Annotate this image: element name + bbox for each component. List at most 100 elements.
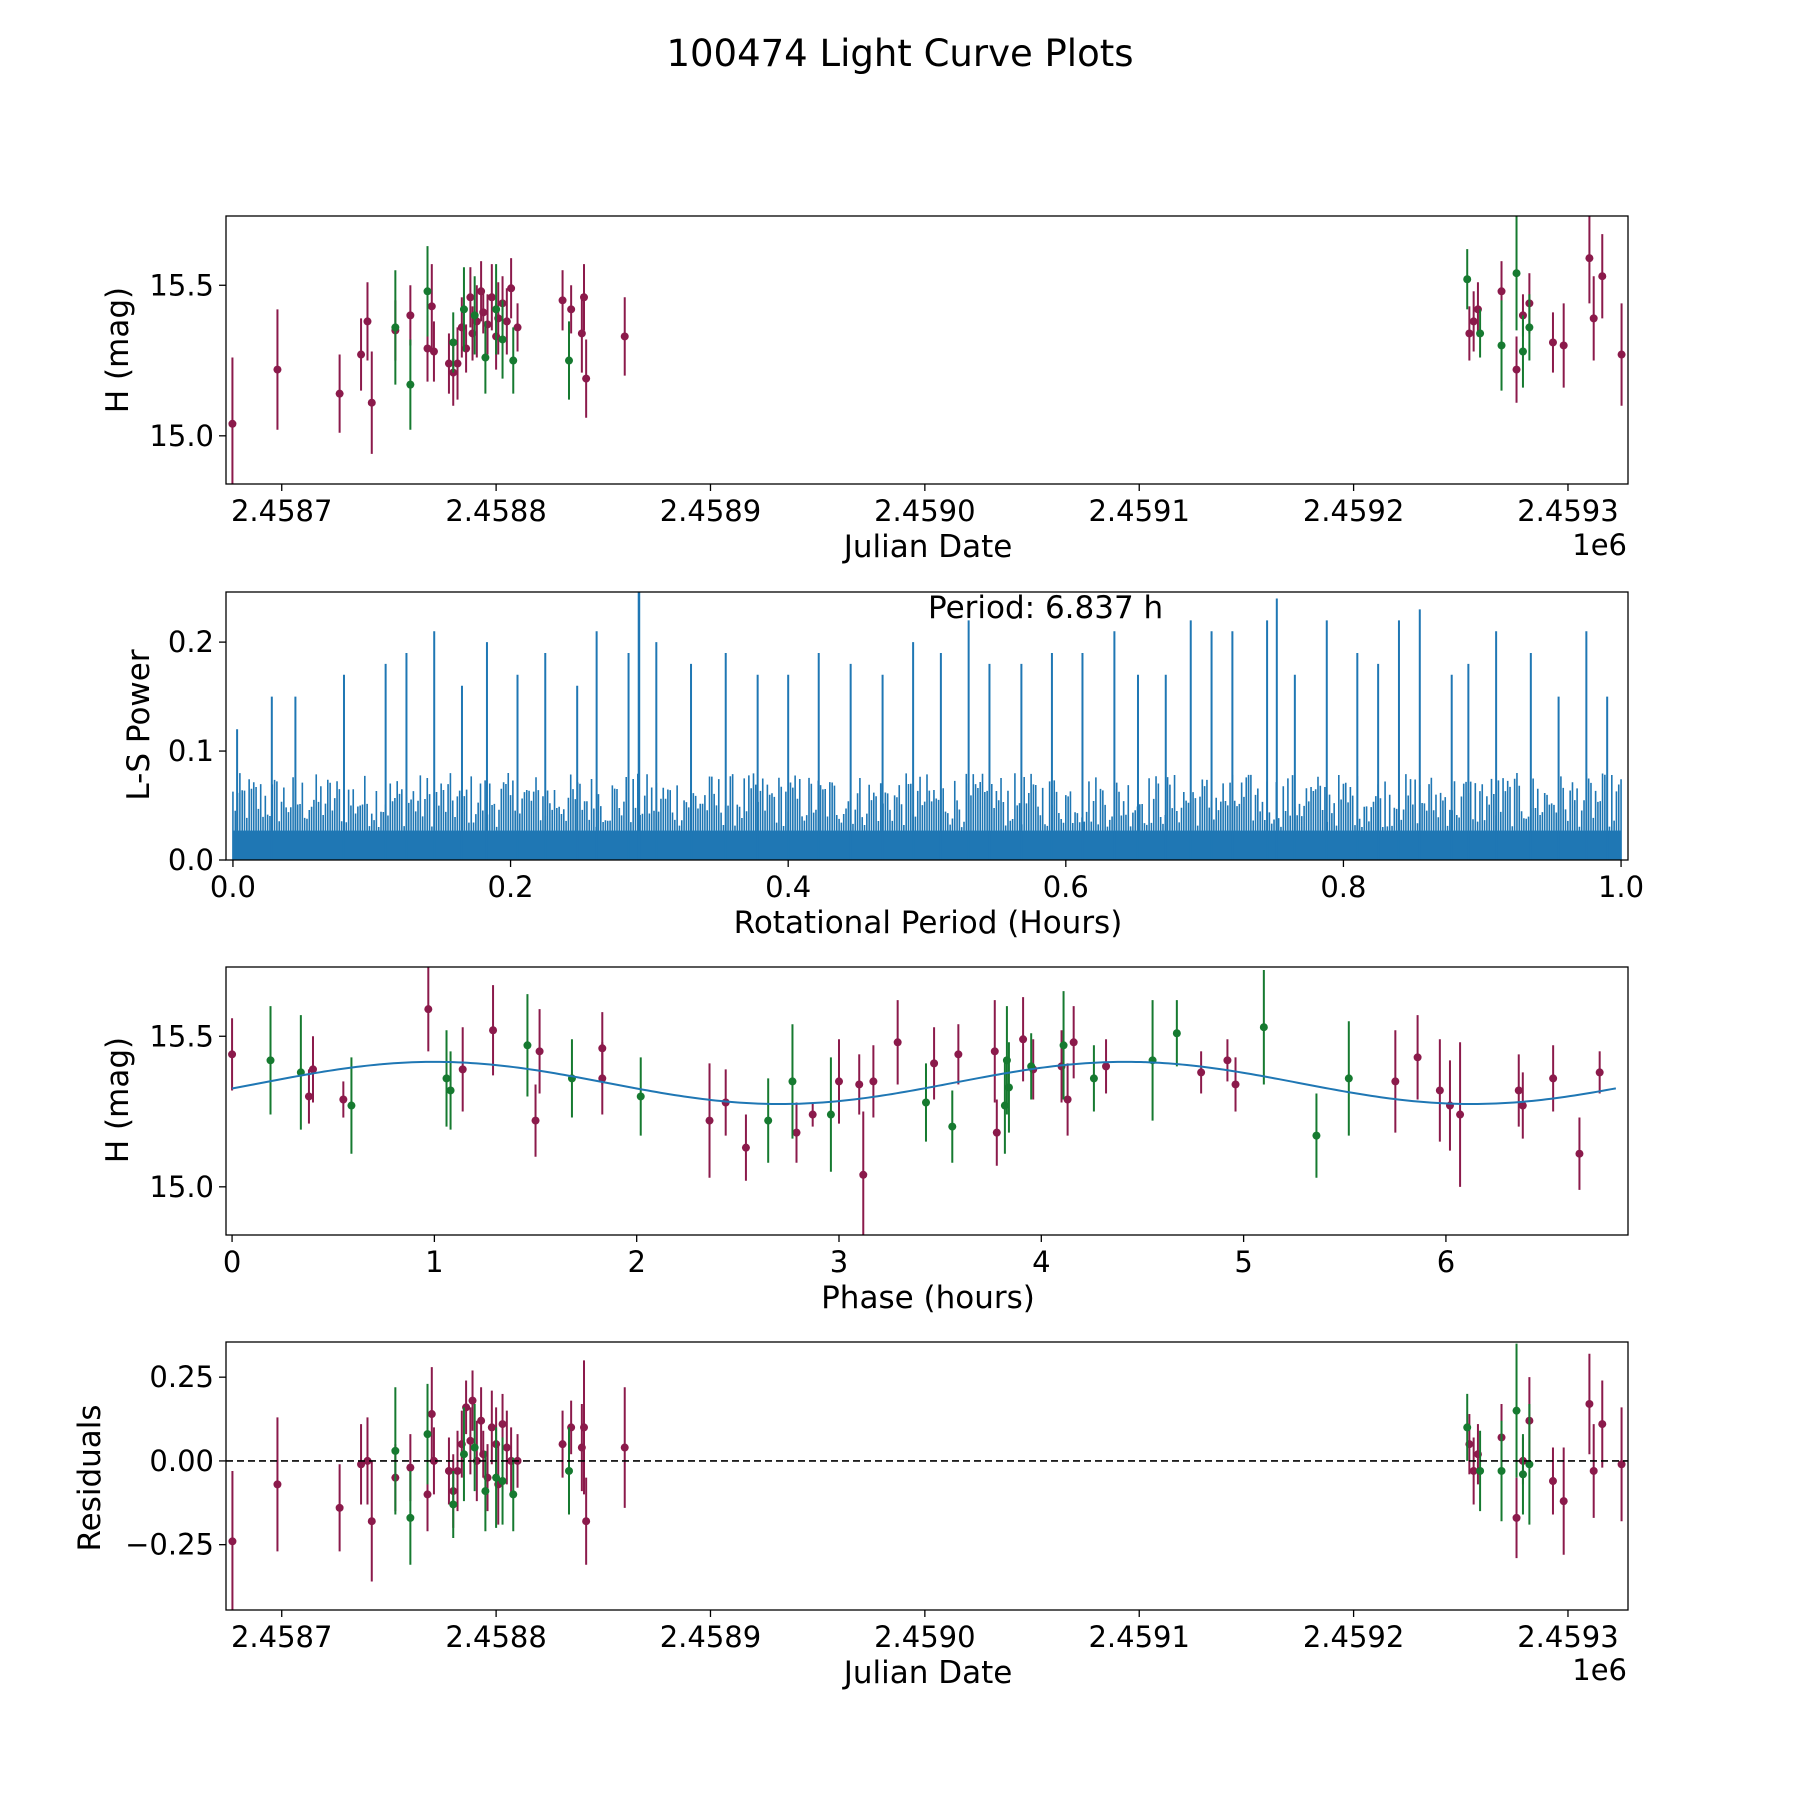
residuals-data-point [1512, 1513, 1521, 1522]
raw-ytick-label: 15.0 [149, 419, 214, 453]
residuals-data-point [1476, 1466, 1485, 1475]
raw-data-point [1598, 272, 1607, 281]
raw-data-point [423, 287, 432, 296]
raw-xtick-label: 2.4590 [874, 494, 975, 528]
raw-data-point [507, 284, 516, 293]
phased-data-point [1063, 1095, 1072, 1104]
residuals-data-point [444, 1466, 453, 1475]
residuals-data-point [582, 1517, 591, 1526]
phased-data-point [1102, 1062, 1111, 1071]
residuals-data-point [1518, 1470, 1527, 1479]
residuals-data-layer [228, 1343, 1626, 1610]
residuals-data-point [1548, 1477, 1557, 1486]
raw-xtick-label: 2.4587 [231, 494, 332, 528]
periodogram-xtick-label: 0.8 [1320, 870, 1366, 904]
phased-data-point [1197, 1068, 1206, 1077]
raw-data-point [1463, 275, 1472, 284]
residuals-data-point [367, 1517, 376, 1526]
residuals-data-point [1585, 1399, 1594, 1408]
raw-xtick-label: 2.4592 [1303, 494, 1404, 528]
residuals-xtick-label: 2.4587 [231, 1620, 332, 1654]
raw-data-point [423, 344, 432, 353]
raw-data-point [1512, 365, 1521, 374]
raw-data-point [363, 317, 372, 326]
phased-data-point [489, 1026, 498, 1035]
residuals-data-point [335, 1503, 344, 1512]
residuals-data-point [492, 1473, 501, 1482]
raw-data-point [582, 374, 591, 383]
raw-data-point [449, 338, 458, 347]
raw-data-point [1476, 329, 1485, 338]
residuals-data-point [1463, 1423, 1472, 1432]
periodogram-axes-frame [225, 591, 1629, 861]
phased-data-point [954, 1050, 963, 1059]
residuals-xtick-label: 2.4593 [1517, 1620, 1618, 1654]
phased-xlabel: Phase (hours) [821, 1280, 1035, 1316]
periodogram-xtick-label: 0.0 [210, 870, 256, 904]
raw-xtick-label: 2.4588 [445, 494, 546, 528]
residuals-ytick-label: 0.00 [149, 1444, 214, 1478]
residuals-data-point [1598, 1420, 1607, 1429]
phased-data-point [859, 1170, 868, 1179]
residuals-data-point [502, 1443, 511, 1452]
phased-data-point [1223, 1056, 1232, 1065]
phased-data-point [1435, 1086, 1444, 1095]
residuals-data-point [453, 1466, 462, 1475]
residuals-xtick-label: 2.4589 [660, 1620, 761, 1654]
phased-data-point [930, 1059, 939, 1068]
raw-data-point [567, 305, 576, 314]
raw-data-point [1559, 341, 1568, 350]
phased-data-point [992, 1128, 1001, 1137]
raw-data-point [444, 359, 453, 368]
periodogram-base [232, 830, 1622, 860]
raw-data-point [564, 356, 573, 365]
raw-data-point [357, 350, 366, 359]
figure-title: 100474 Light Curve Plots [666, 32, 1133, 75]
raw-data-point [492, 305, 501, 314]
phased-ytick-label: 15.5 [149, 1019, 214, 1053]
phased-data-point [1549, 1074, 1558, 1083]
phased-data-point [1312, 1131, 1321, 1140]
residuals-xlabel: Julian Date [842, 1655, 1013, 1691]
phased-data-point [266, 1056, 275, 1065]
residuals-panel: Julian Date Residuals 1e6 2.4587 2.4588 2.… [72, 1341, 1629, 1691]
residuals-data-point [558, 1440, 567, 1449]
phased-data-point [535, 1047, 544, 1056]
phased-data-point [826, 1110, 835, 1119]
phased-data-point [834, 1077, 843, 1086]
residuals-data-point [620, 1443, 629, 1452]
raw-data-point [498, 335, 507, 344]
periodogram-xlabel: Rotational Period (Hours) [734, 905, 1123, 941]
periodogram-panel: Rotational Period (Hours) L-S Power Peri… [121, 590, 1644, 941]
phased-data-point [705, 1116, 714, 1125]
raw-data-point [1465, 329, 1474, 338]
phased-data-point [741, 1143, 750, 1152]
residuals-data-point [1525, 1460, 1534, 1469]
raw-data-point [509, 356, 518, 365]
raw-ytick-label: 15.5 [149, 268, 214, 302]
phased-data-point [893, 1038, 902, 1047]
periodogram-ytick-label: 0.0 [168, 843, 214, 877]
raw-lightcurve-panel: Julian Date H (mag) 1e6 2.4587 2.4588 2.45… [100, 215, 1629, 565]
phased-data-point [1019, 1035, 1028, 1044]
residuals-data-point [423, 1430, 432, 1439]
phased-axes-frame [225, 966, 1629, 1236]
residuals-data-point [1589, 1466, 1598, 1475]
residuals-data-point [498, 1420, 507, 1429]
raw-data-point [466, 293, 475, 302]
raw-xtick-label: 2.4591 [1088, 494, 1189, 528]
raw-offset-label: 1e6 [1572, 528, 1627, 562]
phased-data-point [446, 1086, 455, 1095]
periodogram-ytick-label: 0.2 [168, 625, 214, 659]
phased-data-layer [228, 967, 1604, 1235]
raw-ylabel: H (mag) [100, 287, 136, 413]
phased-ytick-label: 15.0 [149, 1170, 214, 1204]
raw-data-point [580, 293, 589, 302]
raw-data-point [1512, 269, 1521, 278]
phased-data-point [636, 1092, 645, 1101]
phased-data-point [948, 1122, 957, 1131]
raw-data-point [1525, 323, 1534, 332]
raw-data-point [1469, 317, 1478, 326]
phased-data-point [1259, 1023, 1268, 1032]
residuals-data-point [406, 1513, 415, 1522]
